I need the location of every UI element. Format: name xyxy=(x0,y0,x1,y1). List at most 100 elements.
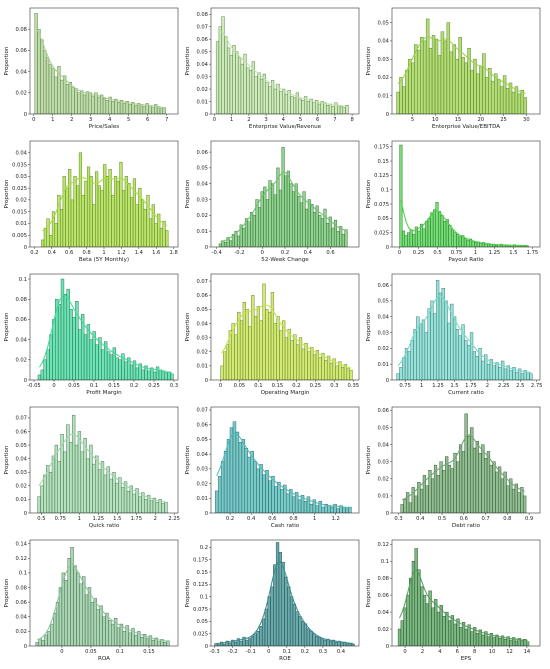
histogram-bar xyxy=(235,51,239,114)
histogram-bar xyxy=(265,470,269,513)
histogram-bar xyxy=(402,86,406,114)
histogram-bar xyxy=(105,612,109,646)
x-tick-label: 0.75 xyxy=(399,383,411,389)
histogram-bar xyxy=(464,628,468,646)
y-tick-label: 0.02 xyxy=(15,91,27,97)
y-tick-label: 0.03 xyxy=(196,197,208,203)
histogram-bar xyxy=(83,334,88,380)
histogram-bar xyxy=(298,337,303,380)
y-tick-label: 0.02 xyxy=(15,629,27,635)
histogram-bar xyxy=(470,69,474,114)
histogram-bar xyxy=(94,92,98,114)
histogram-bar xyxy=(397,628,402,646)
x-tick-label: -0.1 xyxy=(246,649,256,655)
y-tick-label: 0.04 xyxy=(377,315,389,321)
y-tick-label: 0.075 xyxy=(193,607,208,613)
histogram-bar xyxy=(287,328,291,380)
y-tick-label: 0.08 xyxy=(377,576,389,582)
histogram-bar xyxy=(251,294,255,380)
histogram-bar xyxy=(245,639,249,646)
histogram-bar xyxy=(152,371,157,380)
y-tick-label: 0.12 xyxy=(377,542,389,548)
histogram-bar xyxy=(414,44,418,114)
histogram-bar xyxy=(68,169,72,247)
histogram-bar xyxy=(215,41,220,114)
histogram-bar xyxy=(262,283,266,380)
histogram-bar xyxy=(341,234,345,247)
histogram-bar xyxy=(436,611,441,646)
histogram-bar xyxy=(439,461,443,513)
histogram-bar xyxy=(122,631,126,646)
histogram-bar xyxy=(229,240,233,247)
x-tick-label: 4 xyxy=(438,649,442,655)
histogram-bar xyxy=(443,220,447,247)
y-tick-label: 0.125 xyxy=(374,173,389,179)
histogram-bar xyxy=(514,640,519,646)
histogram-bar xyxy=(85,91,90,114)
histogram-bar xyxy=(444,300,448,380)
density-curve xyxy=(38,294,173,374)
histogram-bar xyxy=(170,373,174,380)
histogram-bar xyxy=(484,243,488,247)
histogram-bar xyxy=(253,316,258,380)
histogram-panel-11: 0.2 0.4 0.6 0.8 1 1.2 0 0.01 0.02 0.03 0.04 0.05 0.0… xyxy=(185,406,360,529)
histogram-bar xyxy=(435,280,440,380)
x-tick-label: 1 xyxy=(78,516,81,522)
x-tick-label: 1 xyxy=(102,250,105,256)
histogram-bar xyxy=(217,475,222,513)
histogram-bar xyxy=(101,349,105,380)
x-tick-label: 1.75 xyxy=(130,516,142,522)
histogram-bar xyxy=(508,82,513,114)
y-tick-label: 0.01 xyxy=(196,99,208,105)
histogram-bar xyxy=(252,215,256,247)
histogram-panel-15: 0 2 4 6 8 10 12 14 0 0.02 0.04 0.06 0.08 0.1 0.12 EPS Pr… xyxy=(366,539,541,662)
histogram-bar xyxy=(496,79,501,114)
histogram-bar xyxy=(306,101,311,114)
histogram-bar xyxy=(271,475,275,513)
histogram-bar xyxy=(92,463,96,513)
histogram-bar xyxy=(60,79,64,114)
histogram-bar xyxy=(280,489,284,513)
histogram-bar xyxy=(404,235,408,247)
histogram-bar xyxy=(37,28,41,114)
histogram-bar xyxy=(317,636,322,646)
x-tick-label: 6 xyxy=(456,649,459,655)
histogram-bar xyxy=(46,349,50,380)
histogram-bar xyxy=(72,317,76,380)
histogram-bar xyxy=(91,95,95,114)
histogram-bar xyxy=(80,451,84,513)
histogram-bar xyxy=(335,365,339,380)
histogram-bar xyxy=(80,90,84,114)
bars xyxy=(37,414,168,513)
histogram-bar xyxy=(478,452,482,513)
histogram-bar xyxy=(44,634,48,646)
histogram-bar xyxy=(417,230,421,247)
histogram-bar xyxy=(461,451,466,513)
x-tick-label: 1 xyxy=(474,250,477,256)
histogram-bar xyxy=(115,357,119,380)
y-tick-label: 0.03 xyxy=(196,74,208,80)
x-tick-label: 4 xyxy=(108,117,112,123)
x-tick-label: 0.2 xyxy=(292,383,300,389)
x-tick-label: 1.6 xyxy=(152,250,160,256)
histogram-bar xyxy=(248,70,253,114)
histogram-bar xyxy=(399,367,403,380)
bars xyxy=(34,13,166,114)
histogram-bar xyxy=(309,98,313,114)
histogram-bar xyxy=(511,488,516,513)
histogram-bar xyxy=(479,243,483,247)
histogram-bar xyxy=(344,229,348,247)
x-tick-label: 0.8 xyxy=(503,516,511,522)
histogram-bar xyxy=(345,508,349,513)
histogram-bar xyxy=(271,183,275,247)
histogram-bar xyxy=(284,93,288,114)
x-tick-label: 12 xyxy=(506,649,513,655)
histogram-bar xyxy=(410,340,414,380)
histogram-bar xyxy=(59,209,64,247)
histogram-bar xyxy=(473,58,477,114)
histogram-bar xyxy=(52,319,56,380)
x-tick-label: 0 xyxy=(261,250,264,256)
histogram-bar xyxy=(76,572,80,646)
histogram-bar xyxy=(495,471,499,513)
histogram-bar xyxy=(135,367,140,380)
